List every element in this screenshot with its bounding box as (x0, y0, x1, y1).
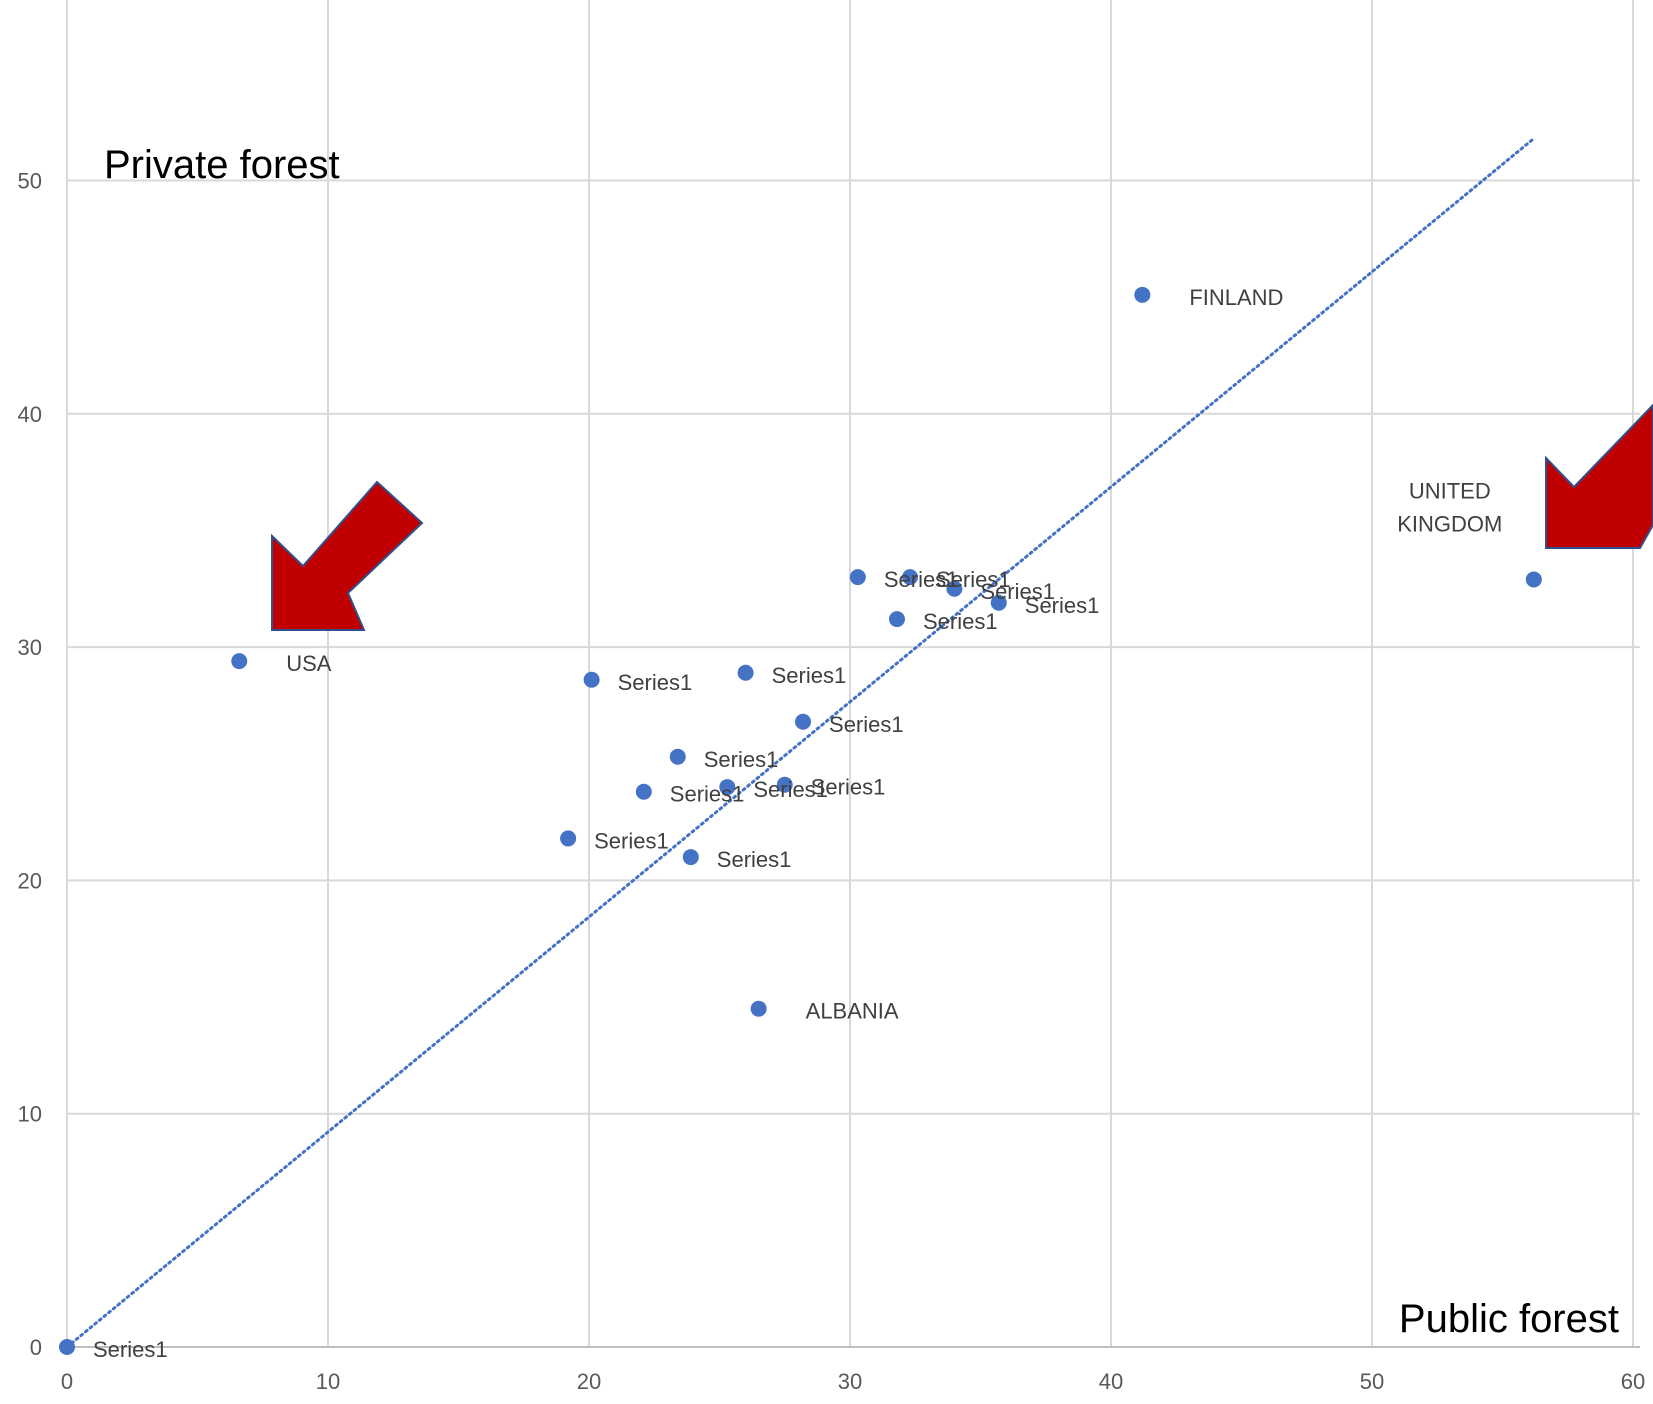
data-point (669, 748, 686, 765)
point-label: Series1 (704, 747, 779, 772)
point-label: ALBANIA (806, 999, 899, 1024)
y-tick-label: 50 (18, 169, 42, 194)
y-tick-label: 10 (18, 1102, 42, 1127)
arrow-united-kingdom (1545, 403, 1653, 549)
point-label: UNITED KINGDOM (1397, 478, 1502, 536)
point-label: Series1 (923, 609, 998, 634)
point-label: Series1 (753, 777, 828, 802)
data-point (849, 569, 866, 586)
point-label: Series1 (717, 847, 792, 872)
point-label: Series1 (884, 567, 959, 592)
point-label: Series1 (936, 567, 1011, 592)
data-point (946, 580, 963, 597)
data-point (231, 653, 248, 670)
point-label: Series1 (1025, 593, 1100, 618)
data-point (59, 1339, 75, 1355)
point-label: Series1 (980, 579, 1055, 604)
point-label: Series1 (829, 712, 904, 737)
annotation-arrows (271, 403, 1653, 631)
y-tick-label: 30 (18, 635, 42, 660)
y-tick-label: 40 (18, 402, 42, 427)
data-points (59, 286, 1542, 1355)
trendline-path (65, 137, 1536, 1349)
x-tick-label: 20 (577, 1369, 601, 1394)
x-axis-title: Public forest (1399, 1297, 1619, 1341)
point-label: USA (286, 651, 332, 676)
data-point (888, 611, 905, 628)
point-labels: Series1 USA FINLAND UNITED KINGDOM ALBANIA Ser… (93, 285, 1502, 1362)
data-point (737, 664, 754, 681)
data-point (635, 783, 652, 800)
point-label: Series1 (93, 1337, 168, 1362)
point-label: Series1 (670, 782, 745, 807)
x-tick-label: 40 (1099, 1369, 1123, 1394)
y-axis-title: Private forest (104, 143, 340, 187)
x-tick-label: 30 (838, 1369, 862, 1394)
point-label: Series1 (772, 663, 847, 688)
data-point (902, 569, 919, 586)
tick-labels: 0 10 20 30 40 50 60 0 10 20 30 40 50 (18, 169, 1646, 1395)
data-point (1134, 286, 1151, 303)
x-tick-label: 50 (1360, 1369, 1384, 1394)
trendline (65, 137, 1536, 1349)
data-point (795, 713, 812, 730)
point-label: Series1 (811, 775, 886, 800)
data-point (560, 830, 577, 847)
x-tick-label: 60 (1621, 1369, 1645, 1394)
x-tick-label: 0 (61, 1369, 73, 1394)
data-point (1525, 571, 1542, 588)
grid-lines (66, 0, 1640, 1348)
x-tick-label: 10 (316, 1369, 340, 1394)
y-tick-label: 20 (18, 868, 42, 893)
data-point (682, 849, 699, 866)
y-tick-label: 0 (30, 1335, 42, 1360)
data-point (750, 1000, 767, 1017)
data-point (583, 671, 600, 688)
data-point (776, 776, 793, 793)
point-label: FINLAND (1189, 285, 1283, 310)
arrow-usa (271, 480, 424, 631)
point-label: Series1 (594, 828, 669, 853)
point-label: Series1 (618, 670, 693, 695)
data-point (719, 779, 736, 796)
data-point (990, 594, 1007, 611)
